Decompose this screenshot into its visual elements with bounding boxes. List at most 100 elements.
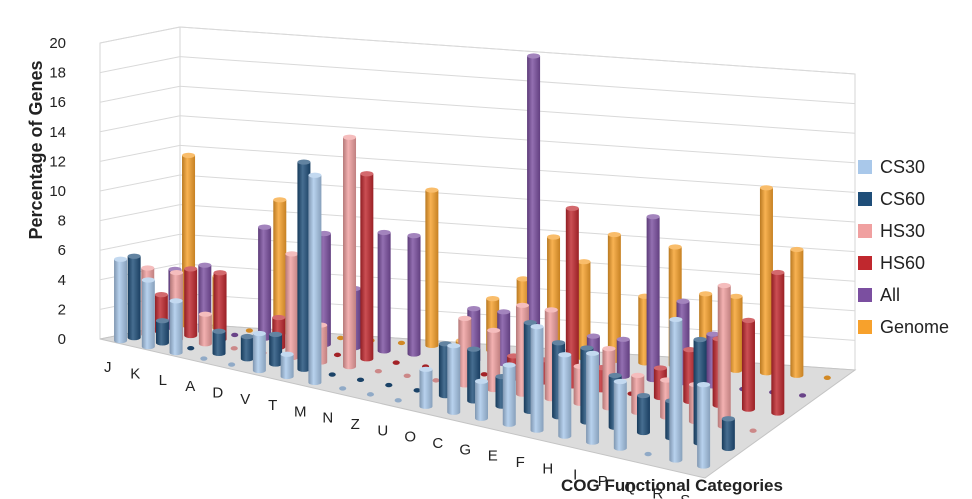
bar-top (502, 362, 516, 368)
bar-body (258, 227, 272, 341)
bar (297, 159, 311, 372)
bar-top (280, 351, 294, 357)
bar (213, 270, 227, 342)
bar-top (608, 372, 622, 379)
bar-body (273, 199, 287, 336)
bar-body (790, 249, 804, 378)
bar (741, 317, 755, 412)
legend-label: HS60 (880, 253, 925, 273)
bar-top (706, 331, 720, 337)
bar (392, 360, 400, 365)
bar (184, 266, 198, 339)
bar (231, 332, 239, 338)
bar-top (407, 233, 421, 239)
bar-body (586, 353, 600, 445)
bar-top (198, 262, 212, 268)
bar-body (759, 187, 773, 376)
bar-top (141, 277, 155, 283)
bar-body (474, 381, 488, 421)
legend-item: Genome (858, 317, 949, 337)
x-tick-label: C (432, 435, 443, 452)
bar (530, 323, 544, 433)
bar-top (516, 276, 530, 282)
bar-top (580, 345, 594, 351)
bar-top (447, 343, 461, 349)
bar (212, 328, 226, 357)
bar-top (155, 318, 169, 324)
bar-base (394, 398, 402, 403)
x-tick-label: U (377, 422, 388, 439)
bar-body (212, 331, 226, 357)
bar (717, 282, 731, 429)
bar (798, 393, 807, 398)
legend-item: CS30 (858, 157, 925, 177)
bar-base (480, 372, 488, 377)
bar (230, 346, 238, 351)
bar-top (343, 134, 357, 140)
bar-body (613, 381, 627, 451)
bar-base (397, 340, 406, 346)
bar-top (636, 392, 650, 399)
bar-top (297, 159, 311, 165)
bar (636, 392, 650, 436)
bar-top (170, 269, 184, 276)
y-tick-label: 2 (58, 301, 66, 318)
bar (333, 352, 342, 358)
bar-top (565, 205, 579, 211)
bar (374, 369, 382, 374)
bar (141, 277, 155, 350)
bar (308, 172, 322, 386)
bar-top (141, 265, 155, 271)
bar-body (360, 173, 374, 362)
x-tick-label: O (404, 429, 416, 446)
bar (697, 382, 711, 469)
bar-top (631, 372, 645, 379)
bar-body (280, 354, 294, 380)
bar-body (771, 272, 785, 416)
bar (394, 398, 402, 403)
x-axis-title: COG Functional Categories (561, 476, 783, 495)
bar (616, 336, 630, 379)
bar-top (668, 244, 682, 250)
bar-body (343, 137, 357, 370)
bar-body (565, 208, 579, 389)
bar-base (366, 392, 375, 397)
bar-top (419, 366, 433, 372)
bar (377, 229, 391, 354)
bar (114, 256, 128, 344)
bar-base (392, 360, 400, 365)
bar-top (586, 350, 600, 356)
bar-base (231, 332, 239, 338)
bar (759, 185, 773, 376)
bar-base (230, 346, 238, 351)
bar-body (308, 175, 322, 386)
gridline (99, 85, 856, 134)
bar-top (607, 231, 621, 238)
bar (407, 233, 421, 357)
bar-body (213, 272, 227, 342)
bar (200, 356, 208, 361)
chart-bars (114, 53, 831, 469)
x-tick-label: Z (351, 416, 360, 433)
bar (269, 331, 283, 367)
bar-top (487, 327, 501, 333)
bar-top (527, 53, 541, 59)
bar (127, 253, 141, 341)
bar-top (616, 336, 630, 342)
legend-item: CS60 (858, 189, 925, 209)
bar-body (646, 216, 660, 383)
bar-base (823, 375, 831, 380)
bar-top (360, 171, 374, 177)
bar (644, 451, 652, 457)
bar-top (693, 336, 707, 343)
bar-top (741, 317, 755, 323)
bar-body (377, 232, 391, 354)
bar-base (385, 382, 393, 388)
bar-body (502, 365, 516, 427)
bar-top (552, 340, 566, 346)
bar (771, 269, 785, 416)
gridline (99, 144, 856, 193)
legend-label: CS30 (880, 157, 925, 177)
bar (245, 328, 253, 333)
